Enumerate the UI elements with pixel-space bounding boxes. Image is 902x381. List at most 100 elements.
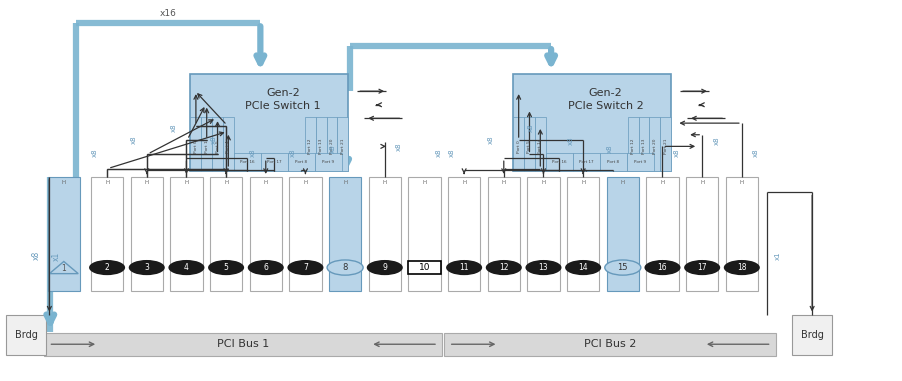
Text: H: H [739, 180, 743, 185]
Text: 18: 18 [736, 263, 746, 272]
Text: 9: 9 [382, 263, 387, 272]
Text: x8: x8 [210, 135, 216, 144]
Text: Port 17: Port 17 [267, 160, 281, 164]
Bar [487, 177, 520, 291]
Bar [408, 261, 440, 274]
Bar [512, 74, 670, 171]
Bar [212, 117, 223, 171]
Circle shape [604, 260, 640, 275]
Circle shape [89, 260, 125, 275]
Text: Port 16: Port 16 [551, 160, 566, 164]
Text: x8: x8 [528, 123, 533, 132]
Text: H: H [620, 180, 624, 185]
Bar [646, 177, 678, 291]
Bar [288, 154, 315, 171]
Text: Port 9: Port 9 [322, 160, 334, 164]
Text: Port 0: Port 0 [194, 140, 198, 153]
Bar [627, 117, 638, 171]
Text: x8: x8 [673, 148, 679, 157]
Bar [566, 177, 599, 291]
Text: 11: 11 [459, 263, 468, 272]
Text: 8: 8 [342, 263, 347, 272]
Bar [606, 177, 639, 291]
Text: Port 8: Port 8 [295, 160, 307, 164]
Text: Brdg: Brdg [800, 330, 823, 340]
Text: PCI Bus 1: PCI Bus 1 [216, 339, 269, 349]
Text: 7: 7 [303, 263, 308, 272]
Bar [447, 177, 480, 291]
Bar [315, 154, 342, 171]
Bar [190, 74, 348, 171]
Bar [512, 117, 523, 171]
Bar [305, 117, 316, 171]
Bar [659, 117, 670, 171]
Bar [209, 177, 242, 291]
Text: x8: x8 [488, 135, 493, 144]
Text: x8: x8 [606, 144, 612, 153]
Bar [48, 177, 80, 291]
Text: 16: 16 [657, 263, 667, 272]
Circle shape [684, 260, 720, 275]
Text: H: H [382, 180, 386, 185]
Bar [328, 177, 361, 291]
Text: PCI Bus 2: PCI Bus 2 [584, 339, 636, 349]
Bar [201, 117, 212, 171]
Text: Port 12: Port 12 [308, 139, 312, 154]
Circle shape [287, 260, 323, 275]
Bar [368, 177, 400, 291]
Text: H: H [303, 180, 308, 185]
Bar [791, 315, 831, 355]
Bar [725, 177, 757, 291]
Text: H: H [105, 180, 109, 185]
Circle shape [366, 260, 402, 275]
Text: H: H [61, 180, 66, 185]
Text: x8: x8 [131, 135, 137, 144]
Text: PCIe Switch 2: PCIe Switch 2 [567, 101, 643, 111]
Bar [527, 177, 559, 291]
Circle shape [168, 260, 204, 275]
Text: Port 13: Port 13 [319, 139, 323, 154]
Bar [289, 177, 321, 291]
Bar [131, 177, 162, 291]
Text: x8: x8 [448, 148, 454, 157]
Text: Port 16: Port 16 [240, 160, 254, 164]
Circle shape [723, 260, 759, 275]
Text: 10: 10 [419, 263, 429, 272]
Text: Port 12: Port 12 [630, 139, 634, 154]
Bar [327, 117, 337, 171]
Text: Port 17: Port 17 [578, 160, 593, 164]
Text: x8: x8 [91, 148, 97, 157]
Bar [523, 117, 534, 171]
Bar [444, 333, 775, 355]
Circle shape [565, 260, 601, 275]
Text: Port 20: Port 20 [329, 139, 334, 154]
Bar [223, 117, 234, 171]
Text: x8: x8 [436, 148, 441, 157]
Circle shape [644, 260, 680, 275]
Text: 5: 5 [224, 263, 228, 272]
Bar [6, 315, 46, 355]
Bar [545, 154, 572, 171]
Circle shape [129, 260, 164, 275]
Text: PCIe Switch 1: PCIe Switch 1 [244, 101, 320, 111]
Circle shape [446, 260, 482, 275]
Text: Port 0: Port 0 [516, 140, 520, 153]
Text: 1: 1 [61, 264, 66, 273]
Bar [234, 154, 261, 171]
Text: Port 1: Port 1 [205, 140, 208, 153]
Text: x16: x16 [160, 10, 177, 19]
Text: 12: 12 [499, 263, 508, 272]
Text: Port 4: Port 4 [226, 140, 230, 153]
Bar [190, 117, 201, 171]
Text: H: H [184, 180, 189, 185]
Text: x8: x8 [713, 137, 719, 146]
Text: Port 14: Port 14 [538, 139, 542, 154]
Text: H: H [580, 180, 584, 185]
Bar [337, 117, 348, 171]
Text: Port 5: Port 5 [527, 140, 531, 153]
Bar [44, 333, 442, 355]
Text: H: H [462, 180, 465, 185]
Text: Gen-2: Gen-2 [266, 88, 299, 98]
Text: x8: x8 [396, 142, 401, 151]
Bar [170, 177, 202, 291]
